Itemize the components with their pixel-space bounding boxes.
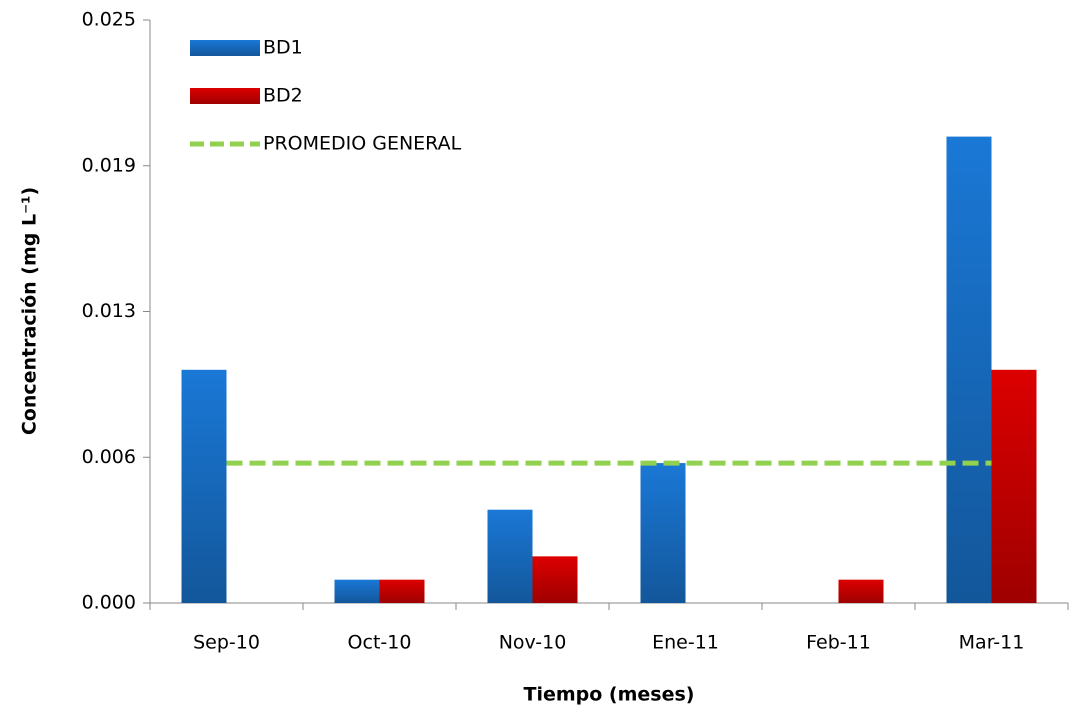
y-tick-label: 0.025 — [82, 9, 136, 31]
x-tick-label: Oct-10 — [348, 632, 412, 654]
bar-shade — [181, 369, 227, 603]
bar-shade — [379, 579, 425, 603]
x-axis-title: Tiempo (meses) — [524, 684, 695, 706]
bar-shade — [946, 136, 992, 603]
bar-shade — [487, 509, 533, 603]
bar-shade — [838, 579, 884, 603]
bar-shade — [991, 369, 1037, 603]
x-tick-label: Mar-11 — [959, 632, 1025, 654]
x-tick-label: Feb-11 — [806, 632, 871, 654]
x-tick-label: Ene-11 — [652, 632, 719, 654]
y-axis-title: Concentración (mg L⁻¹) — [19, 187, 41, 435]
bar-shade — [334, 579, 380, 603]
y-tick-label: 0.013 — [82, 300, 136, 322]
legend-label: BD1 — [263, 37, 303, 59]
legend-label: BD2 — [263, 85, 303, 107]
y-tick-label: 0.006 — [82, 446, 136, 468]
legend-swatch-shade — [190, 40, 260, 56]
bar-shade — [532, 556, 578, 603]
bar-shade — [640, 463, 686, 603]
y-tick-label: 0.000 — [82, 592, 136, 614]
x-tick-label: Nov-10 — [499, 632, 567, 654]
legend-label: PROMEDIO GENERAL — [263, 133, 462, 155]
legend-swatch-shade — [190, 88, 260, 104]
y-tick-label: 0.019 — [82, 154, 136, 176]
x-tick-label: Sep-10 — [193, 632, 260, 654]
